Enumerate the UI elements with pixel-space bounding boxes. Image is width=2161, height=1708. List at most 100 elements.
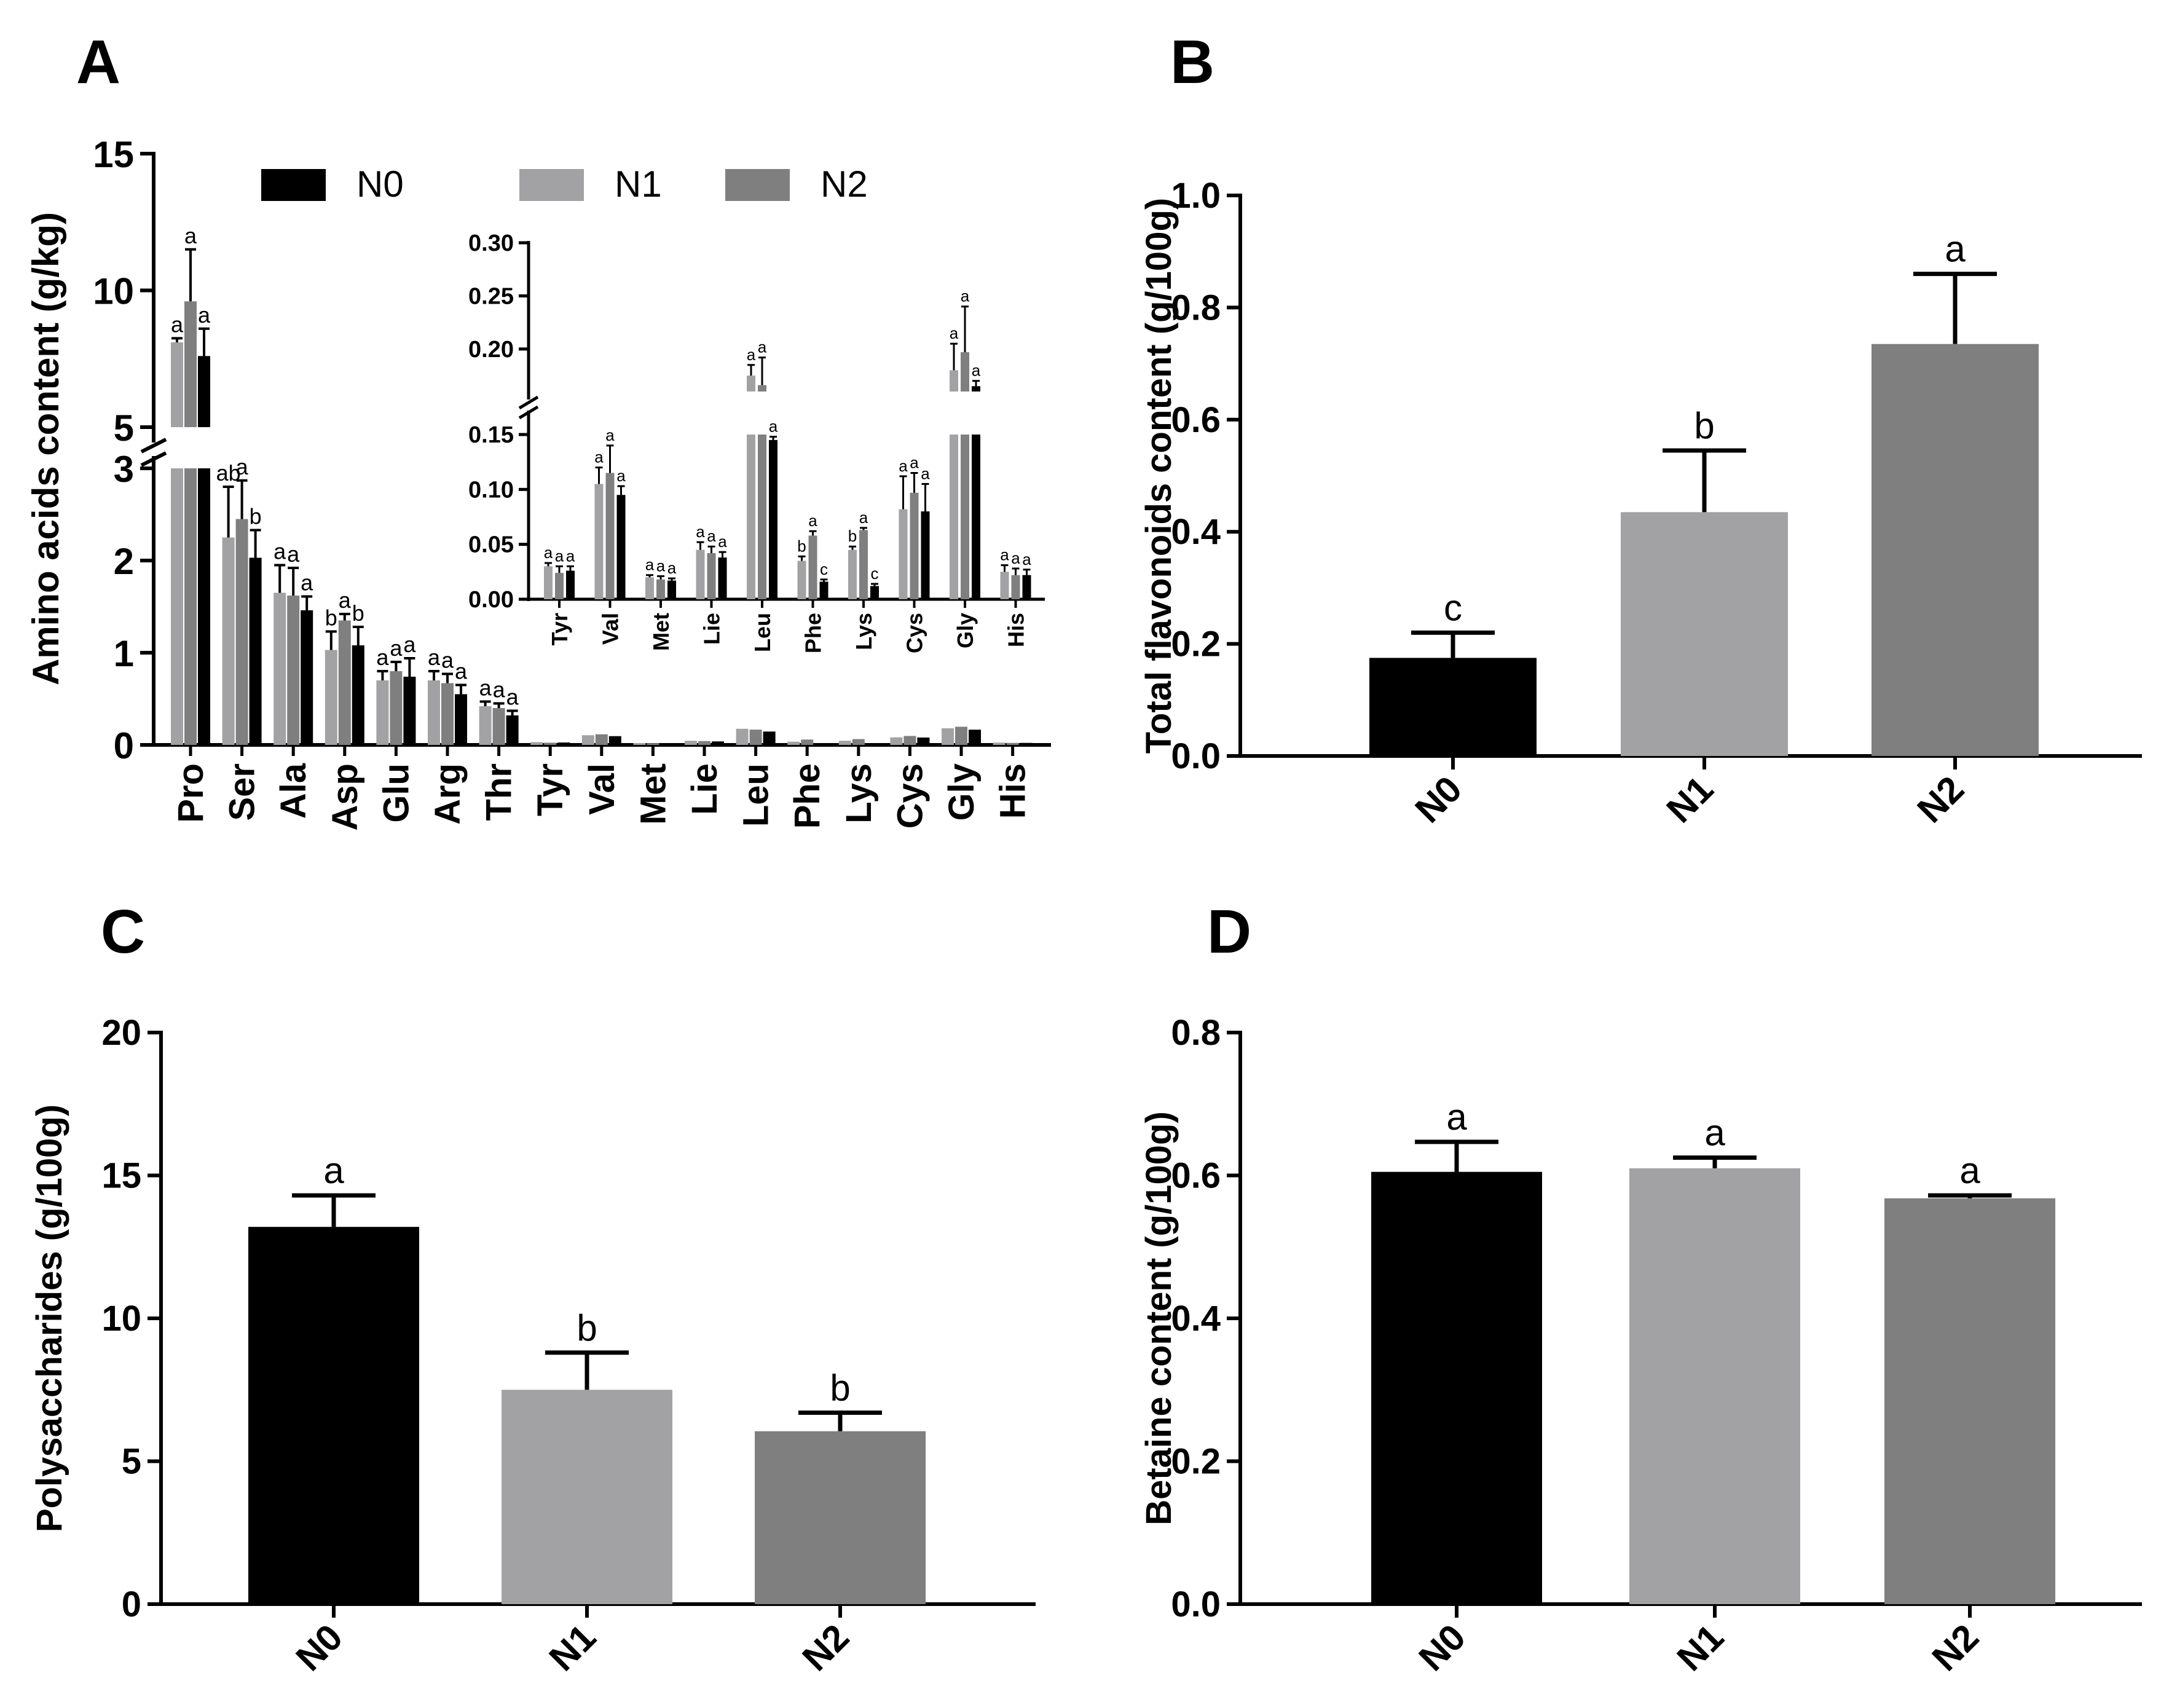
inset-bar-lie-n0 — [718, 557, 727, 599]
inset-sig-letter-met-n2: a — [656, 556, 666, 575]
panel-b-y-label: Total flavonoids content (g/100g) — [1139, 198, 1179, 754]
panel-a-bar-thr-n1 — [479, 706, 492, 745]
inset-sig-letter-his-n2: a — [1011, 549, 1020, 567]
panel-a-legend-swatch-n2 — [725, 169, 790, 201]
panel-a-bar-glu-n0 — [403, 677, 416, 745]
inset-y-tick-label: 0.20 — [468, 337, 514, 363]
inset-bar-gly-n2-upper — [961, 352, 969, 392]
panel-a-x-tick-label-glu: Glu — [376, 763, 416, 823]
panel-a-sig-letter-thr-n2: a — [493, 677, 506, 702]
panel-a-bar-asp-n1 — [325, 650, 337, 745]
panel-a-sig-letter-thr-n1: a — [479, 675, 492, 701]
inset-bar-lys-n2 — [859, 530, 868, 599]
panel-a-sig-letter-arg-n1: a — [428, 645, 441, 670]
panel-a-bar-cys-n0 — [917, 738, 930, 745]
panel-a-legend-swatch-n0 — [261, 169, 326, 201]
inset-x-tick-label-phe: Phe — [801, 613, 826, 653]
panel-letter-b: B — [1170, 28, 1214, 96]
panel-a-bar-gly-n1 — [942, 728, 954, 745]
panel-a-bar-his-n1 — [993, 742, 1006, 745]
panel-a-bar-pro-n0-lower — [198, 468, 210, 745]
panel-a-bar-lys-n0 — [865, 744, 878, 746]
panel-a-sig-letter-ser-n2: a — [236, 454, 249, 479]
panel-a-bar-lie-n0 — [712, 741, 724, 745]
panel-b-sig-letter-n2: a — [1945, 229, 1966, 270]
panel-d-bar-n0 — [1371, 1171, 1542, 1604]
inset-sig-letter-cys-n1: a — [899, 457, 908, 475]
panel-b-bar-n1 — [1621, 512, 1788, 756]
panel-a-bar-val-n2 — [595, 734, 608, 745]
inset-sig-letter-cys-n2: a — [910, 454, 919, 472]
panel-a-y-tick-label: 10 — [93, 271, 134, 312]
panel-a-x-tick-label-ala: Ala — [274, 763, 313, 819]
panel-d-y-label: Betaine content (g/100g) — [1139, 1111, 1179, 1525]
inset-sig-letter-lie-n2: a — [707, 527, 716, 545]
panel-a-bar-glu-n2 — [390, 671, 403, 745]
panel-a-bar-arg-n1 — [428, 680, 440, 745]
panel-b-y-tick-label: 1.0 — [1171, 176, 1221, 216]
panel-a-sig-letter-pro-n1: a — [171, 312, 184, 337]
panel-c-y-tick-label: 10 — [101, 1299, 141, 1339]
inset-sig-letter-leu-n2: a — [758, 338, 767, 356]
inset-x-tick-label-val: Val — [598, 613, 623, 645]
panel-a-sig-letter-asp-n2: a — [339, 588, 352, 613]
panel-a-sig-letter-asp-n1: b — [325, 605, 337, 631]
inset-sig-letter-tyr-n0: a — [566, 546, 575, 565]
panel-a-bar-phe-n0 — [814, 743, 827, 745]
panel-a-bar-gly-n0 — [969, 730, 981, 745]
inset-sig-letter-leu-n1: a — [747, 345, 756, 364]
panel-c-sig-letter-n0: a — [323, 1150, 344, 1191]
panel-a-x-tick-label-lys: Lys — [839, 763, 879, 824]
panel-a-sig-letter-glu-n0: a — [403, 632, 416, 657]
panel-a-bar-thr-n2 — [492, 708, 505, 745]
inset-bar-leu-n2-upper — [758, 385, 766, 392]
inset-sig-letter-tyr-n2: a — [555, 546, 564, 565]
inset-y-tick-label: 0.00 — [468, 587, 514, 613]
inset-x-tick-label-gly: Gly — [953, 613, 978, 648]
panel-a-legend-label-n1: N1 — [615, 163, 662, 205]
panel-letter-a: A — [76, 28, 120, 96]
panel-a-legend-label-n2: N2 — [821, 163, 868, 205]
inset-bar-lys-n1 — [848, 549, 857, 599]
inset-bar-gly-n0-lower — [972, 435, 980, 599]
panel-b-bar-n0 — [1369, 658, 1537, 756]
panel-b-y-tick-label: 0.2 — [1171, 624, 1221, 664]
panel-a-bar-pro-n2-lower — [184, 468, 197, 745]
inset-bar-phe-n2 — [808, 535, 817, 599]
inset-bar-cys-n2 — [910, 492, 919, 599]
inset-bar-val-n0 — [616, 495, 626, 599]
inset-sig-letter-lys-n1: b — [848, 527, 857, 545]
panel-a-x-tick-label-his: His — [993, 763, 1033, 819]
panel-a-sig-letter-glu-n1: a — [376, 645, 389, 670]
inset-sig-letter-cys-n0: a — [921, 464, 930, 482]
panel-a-sig-letter-asp-n0: b — [352, 600, 364, 626]
panel-d-sig-letter-n2: a — [1959, 1150, 1980, 1191]
panel-a-bar-pro-n1-lower — [171, 468, 183, 745]
inset-sig-letter-phe-n1: b — [797, 537, 806, 555]
inset-bar-leu-n2-lower — [758, 435, 766, 599]
inset-x-tick-label-met: Met — [648, 613, 674, 651]
panel-a-x-tick-label-pro: Pro — [171, 763, 211, 823]
inset-bar-lie-n1 — [696, 549, 705, 599]
panel-a-bar-ser-n1 — [222, 537, 235, 745]
panel-a-x-tick-label-met: Met — [633, 763, 673, 825]
inset-sig-letter-met-n0: a — [667, 559, 677, 577]
inset-x-tick-label-his: His — [1004, 613, 1029, 647]
panel-d-y-tick-label: 0.0 — [1171, 1584, 1221, 1624]
panel-a-bar-asp-n0 — [352, 645, 364, 745]
panel-d-sig-letter-n1: a — [1704, 1112, 1725, 1153]
panel-a-bar-thr-n0 — [506, 715, 519, 745]
inset-y-tick-label: 0.15 — [468, 422, 514, 448]
panel-c-bar-n2 — [755, 1431, 926, 1604]
panel-a-x-tick-label-gly: Gly — [942, 763, 982, 821]
panel-a-bar-val-n0 — [608, 736, 621, 745]
inset-y-tick-label: 0.25 — [468, 283, 514, 309]
panel-a-bar-tyr-n1 — [530, 742, 543, 745]
inset-bar-met-n0 — [667, 580, 676, 599]
inset-sig-letter-lys-n2: a — [859, 508, 868, 527]
inset-bar-phe-n1 — [797, 561, 806, 599]
panel-a-axis-break-mark-lower — [140, 451, 167, 467]
panel-a-bar-leu-n2 — [749, 730, 762, 745]
inset-y-tick-label: 0.30 — [468, 230, 514, 256]
panel-c-y-tick-label: 20 — [101, 1013, 141, 1053]
